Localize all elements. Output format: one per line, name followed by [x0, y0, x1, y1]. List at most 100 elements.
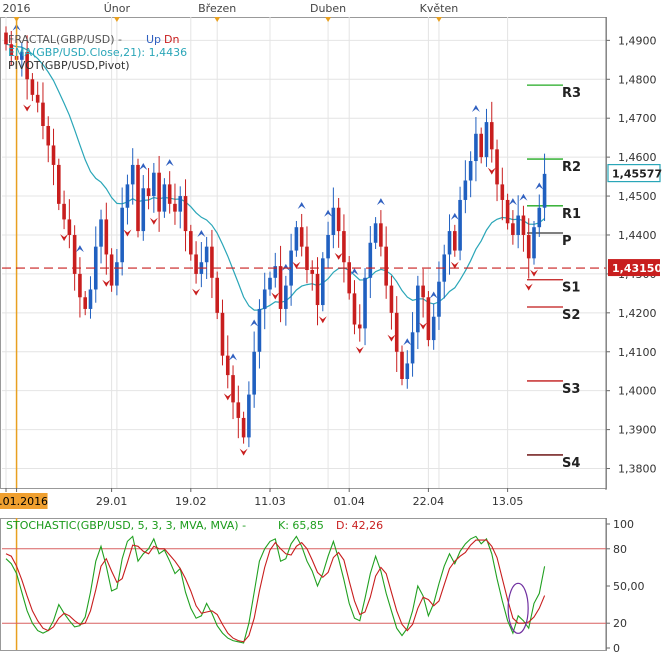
- candle[interactable]: [284, 275, 288, 326]
- candle[interactable]: [109, 248, 114, 292]
- candle[interactable]: [141, 175, 146, 241]
- candle[interactable]: [9, 31, 14, 66]
- candle[interactable]: [257, 299, 262, 369]
- candle[interactable]: [210, 229, 214, 299]
- candle[interactable]: [410, 312, 415, 377]
- candle[interactable]: [394, 296, 399, 373]
- candle[interactable]: [20, 42, 24, 77]
- candle[interactable]: [247, 381, 251, 448]
- candle[interactable]: [421, 268, 425, 318]
- candle[interactable]: [225, 335, 230, 389]
- candle[interactable]: [130, 148, 135, 205]
- candle[interactable]: [468, 151, 473, 198]
- candle[interactable]: [453, 224, 457, 257]
- candle[interactable]: [489, 101, 494, 163]
- candle[interactable]: [99, 209, 103, 264]
- candle[interactable]: [458, 186, 462, 261]
- candles[interactable]: [4, 26, 547, 448]
- candle[interactable]: [400, 345, 404, 386]
- candle[interactable]: [183, 179, 188, 252]
- candle[interactable]: [173, 183, 177, 225]
- candle[interactable]: [78, 257, 82, 318]
- fractal-up-icon: [165, 159, 174, 167]
- candle[interactable]: [289, 233, 293, 306]
- candle[interactable]: [67, 199, 72, 249]
- candle[interactable]: [426, 291, 431, 347]
- candle[interactable]: [447, 214, 452, 275]
- candle[interactable]: [189, 224, 193, 261]
- candle[interactable]: [310, 260, 315, 291]
- candle[interactable]: [305, 226, 309, 284]
- candle[interactable]: [35, 81, 40, 113]
- candle[interactable]: [521, 205, 526, 252]
- candle[interactable]: [479, 127, 483, 164]
- candle[interactable]: [252, 331, 256, 408]
- candle[interactable]: [215, 271, 219, 320]
- candle[interactable]: [278, 245, 283, 323]
- candle[interactable]: [379, 210, 383, 257]
- candle[interactable]: [347, 256, 351, 300]
- candle[interactable]: [115, 248, 119, 296]
- candle[interactable]: [431, 303, 436, 350]
- candle[interactable]: [495, 139, 499, 202]
- candle[interactable]: [342, 214, 346, 283]
- candle[interactable]: [162, 178, 167, 218]
- candle[interactable]: [57, 158, 61, 211]
- candle[interactable]: [152, 162, 156, 213]
- candle[interactable]: [157, 155, 161, 232]
- candle[interactable]: [500, 167, 505, 221]
- candle[interactable]: [511, 210, 515, 245]
- candle[interactable]: [321, 252, 325, 312]
- candle[interactable]: [146, 168, 151, 210]
- candle[interactable]: [83, 291, 87, 316]
- candle[interactable]: [336, 198, 341, 248]
- candle[interactable]: [363, 268, 367, 346]
- candle[interactable]: [120, 187, 124, 276]
- candle[interactable]: [220, 299, 225, 366]
- candle[interactable]: [231, 365, 235, 420]
- candle[interactable]: [178, 186, 183, 229]
- candle[interactable]: [46, 116, 51, 163]
- candle[interactable]: [167, 171, 172, 214]
- candle[interactable]: [505, 193, 510, 230]
- candle[interactable]: [537, 194, 542, 237]
- candle[interactable]: [357, 304, 362, 342]
- candle[interactable]: [273, 252, 278, 288]
- candle[interactable]: [294, 220, 299, 257]
- candle[interactable]: [25, 35, 29, 100]
- candle[interactable]: [268, 271, 272, 296]
- candle[interactable]: [41, 82, 45, 140]
- candle[interactable]: [463, 160, 468, 214]
- candle[interactable]: [93, 226, 98, 303]
- candle[interactable]: [474, 117, 478, 182]
- candle[interactable]: [4, 26, 8, 51]
- candle[interactable]: [136, 158, 140, 238]
- candle[interactable]: [368, 226, 373, 299]
- candle[interactable]: [104, 202, 109, 275]
- candle[interactable]: [299, 213, 304, 257]
- candle[interactable]: [194, 241, 198, 284]
- candle[interactable]: [532, 220, 536, 265]
- candle[interactable]: [326, 221, 330, 269]
- candle[interactable]: [88, 276, 93, 319]
- candle[interactable]: [30, 73, 35, 102]
- candle[interactable]: [384, 226, 388, 299]
- candle[interactable]: [542, 153, 547, 221]
- candle[interactable]: [352, 280, 357, 335]
- candle[interactable]: [241, 411, 246, 444]
- candle[interactable]: [331, 187, 336, 249]
- candle[interactable]: [484, 108, 489, 167]
- candle[interactable]: [125, 174, 130, 225]
- candle[interactable]: [72, 225, 77, 291]
- candle[interactable]: [516, 195, 520, 249]
- candle[interactable]: [389, 275, 394, 330]
- candle[interactable]: [236, 385, 241, 439]
- candle[interactable]: [62, 190, 66, 230]
- candle[interactable]: [437, 261, 441, 330]
- candle[interactable]: [373, 217, 378, 249]
- candle[interactable]: [51, 128, 56, 186]
- candle[interactable]: [262, 272, 267, 330]
- candle[interactable]: [405, 350, 410, 389]
- candle[interactable]: [204, 236, 209, 279]
- candle[interactable]: [416, 275, 420, 350]
